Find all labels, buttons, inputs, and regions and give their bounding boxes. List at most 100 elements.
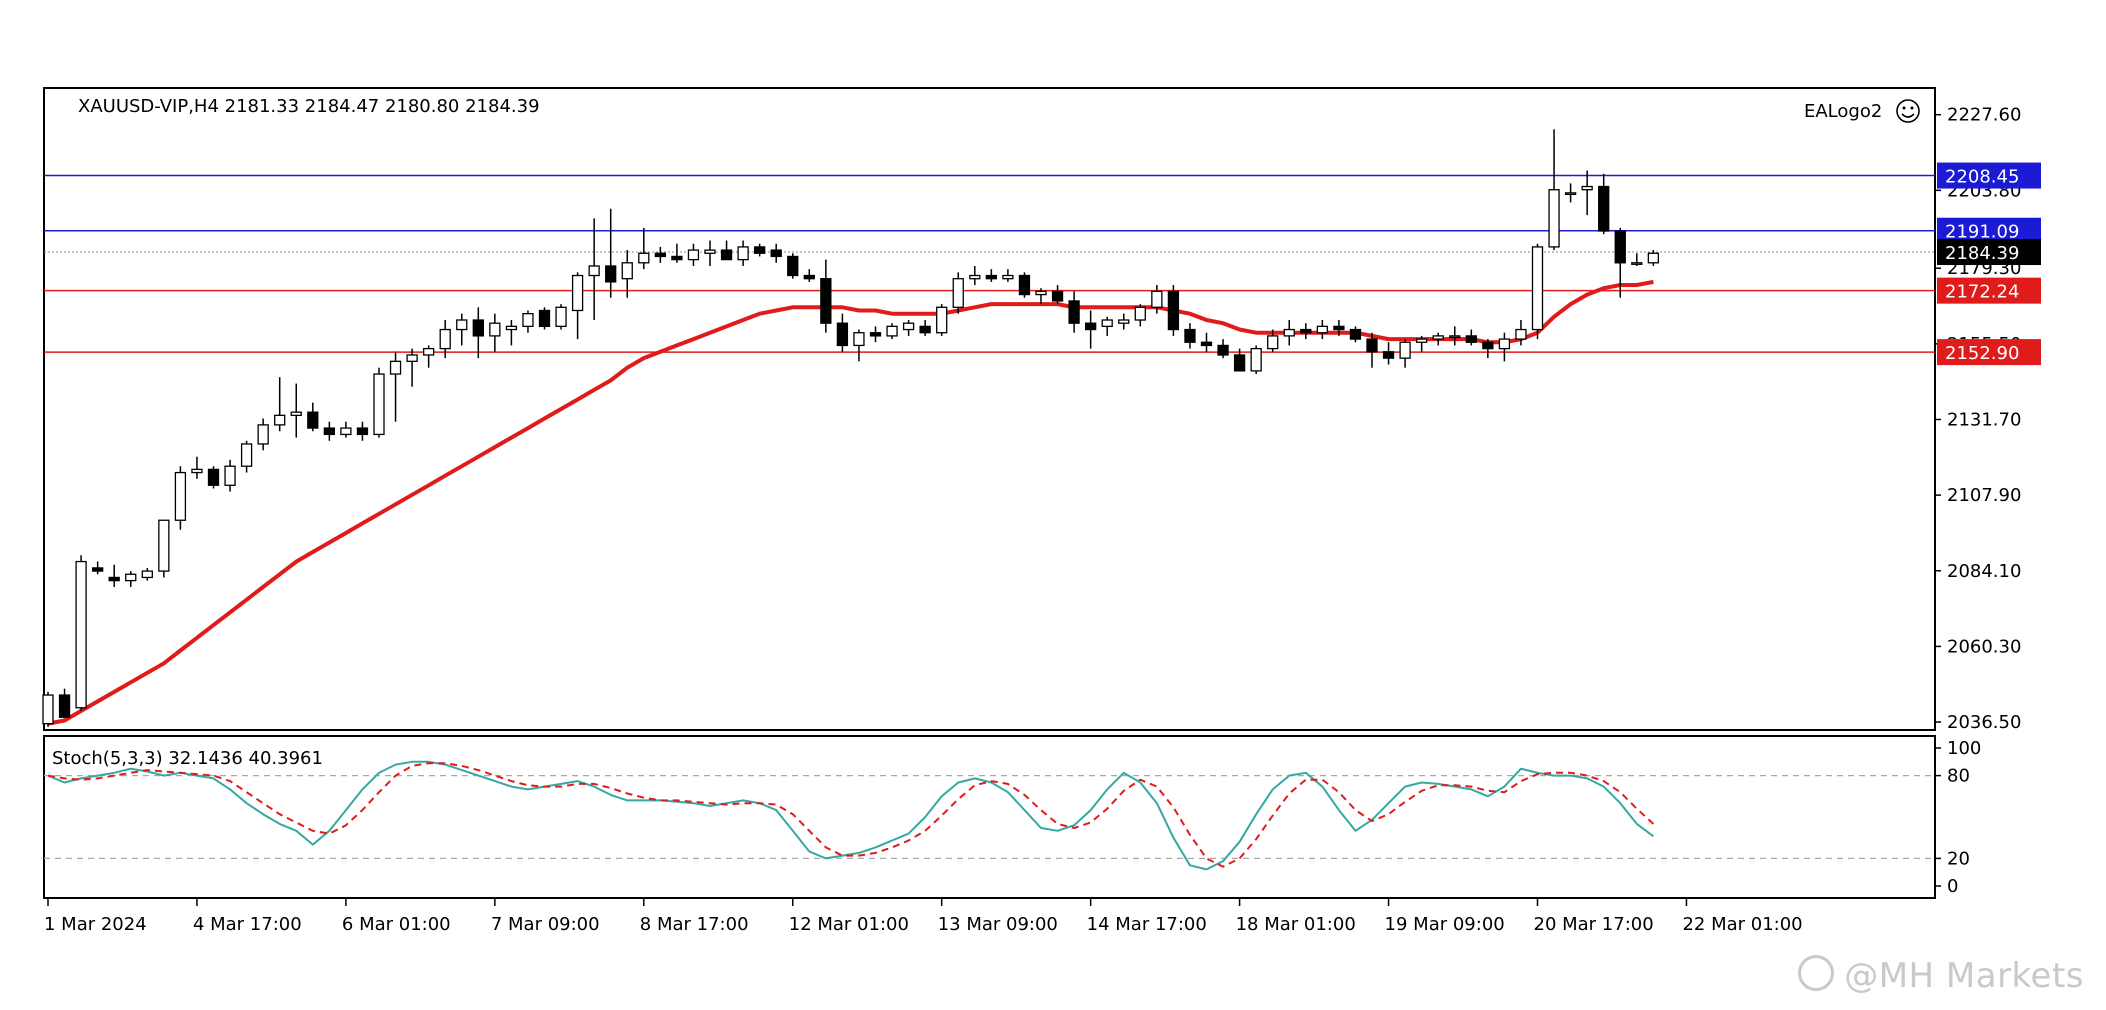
candle-body [985, 274, 997, 280]
stochastic-axis: 100 80 20 0 [1935, 738, 1981, 897]
price-level-badge-bg [1937, 339, 2041, 366]
candle-body [240, 443, 253, 467]
stochastic-tick-label: 20 [1947, 848, 1970, 869]
time-tick-label: 4 Mar 17:00 [193, 914, 302, 935]
candle-body [1548, 189, 1560, 248]
candle-body [1300, 328, 1312, 334]
candle-body [754, 246, 766, 254]
price-axis: 2036.502060.302084.102107.902131.702155.… [1935, 105, 2021, 733]
candle-body [75, 560, 87, 709]
candle-bearish [985, 269, 997, 282]
candle-bearish [1068, 291, 1080, 333]
candle-body [356, 427, 369, 436]
candle-body [125, 573, 137, 582]
candle-bullish [1498, 332, 1511, 362]
candle-body [787, 255, 799, 277]
candle-bearish [671, 243, 683, 263]
candle-body [1068, 300, 1080, 324]
indicator-label: EALogo2 [1804, 101, 1882, 122]
candle-body [605, 265, 617, 283]
time-tick-label: 1 Mar 2024 [44, 914, 147, 935]
candle-bullish [373, 367, 385, 438]
candle-body [1316, 325, 1328, 334]
time-tick-label: 18 Mar 01:00 [1236, 914, 1356, 935]
candle-body [588, 265, 600, 277]
candle-body [406, 354, 418, 362]
time-axis: 1 Mar 2024 4 Mar 17:00 6 Mar 01:00 7 Mar 09… [44, 898, 1803, 935]
price-level-badge-label: 2172.24 [1945, 282, 2019, 303]
candle-body [952, 278, 964, 308]
candle-body [969, 274, 981, 280]
stochastic-levels [44, 774, 1935, 860]
candle-body [1416, 338, 1428, 343]
time-tick-label: 6 Mar 01:00 [342, 914, 451, 935]
candle-bearish [356, 421, 369, 441]
candle-bullish [638, 227, 650, 270]
smiley-icon [1896, 99, 1920, 123]
candle-bullish [191, 456, 203, 479]
candle-body [340, 427, 352, 436]
price-level-badge-label: 2184.39 [1945, 243, 2019, 264]
watermark: @MH Markets [1798, 955, 2084, 996]
candle-bullish [1035, 288, 1047, 305]
candle-bearish [720, 240, 733, 261]
candle-body [307, 411, 319, 429]
candle-bullish [1631, 253, 1643, 266]
candle-bullish [141, 567, 153, 581]
watermark-text: @MH Markets [1844, 956, 2084, 996]
candle-body [1134, 306, 1146, 321]
candle-body [1217, 344, 1229, 356]
candle-body [522, 313, 534, 328]
price-tick-label: 2036.50 [1947, 712, 2021, 733]
candle-bullish [274, 377, 286, 432]
candle-body [803, 274, 815, 280]
stochastic-tick-label: 80 [1947, 766, 1970, 787]
candle-body [224, 465, 236, 486]
candle-body [1151, 290, 1163, 308]
candle-body [1498, 338, 1511, 350]
stochastic-signal-line [47, 762, 1655, 868]
candle-bullish [1647, 250, 1659, 266]
candle-body [1564, 192, 1577, 196]
candle-bullish [1002, 269, 1014, 282]
candle-bearish [1366, 332, 1378, 368]
ma-line [47, 279, 1654, 726]
candle-body [1482, 341, 1494, 350]
candle-body [936, 306, 948, 334]
candle-bullish [1101, 316, 1113, 336]
candle-bullish [1416, 335, 1428, 352]
stochastic-lines [47, 760, 1655, 871]
time-tick-label: 8 Mar 17:00 [640, 914, 749, 935]
stochastic-tick-label: 0 [1947, 876, 1958, 897]
time-tick-label: 7 Mar 09:00 [491, 914, 600, 935]
candle-bullish [1548, 129, 1560, 251]
candle-body [1018, 274, 1031, 296]
candle-body [1118, 319, 1130, 324]
candle-bullish [422, 345, 435, 368]
candle-bullish [886, 323, 898, 340]
candle-bearish [1233, 348, 1246, 372]
candle-body [902, 322, 915, 331]
candle-bearish [919, 320, 931, 336]
candle-body [389, 360, 402, 375]
candle-body [1366, 338, 1378, 353]
price-level-badge-label: 2152.90 [1945, 343, 2019, 364]
candle-body [257, 424, 269, 445]
candle-bearish [1051, 285, 1064, 305]
candle-bullish [704, 240, 716, 266]
candle-bearish [1598, 173, 1610, 235]
candle-body [141, 570, 153, 579]
candle-bearish [836, 313, 849, 352]
price-tick-label: 2084.10 [1947, 561, 2021, 582]
price-tick-label: 2227.60 [1947, 105, 2021, 126]
candle-bearish [820, 259, 832, 333]
candle-bearish [1482, 339, 1494, 359]
price-tick-label: 2107.90 [1947, 485, 2021, 506]
symbol-header: XAUUSD-VIP,H4 2181.33 2184.47 2180.80 21… [78, 96, 540, 117]
candle-body [1515, 328, 1527, 340]
candle-body [1250, 347, 1262, 372]
price-level-badge-bg [1937, 162, 2041, 189]
candle-bearish [787, 253, 799, 279]
candle-bearish [1018, 272, 1031, 298]
